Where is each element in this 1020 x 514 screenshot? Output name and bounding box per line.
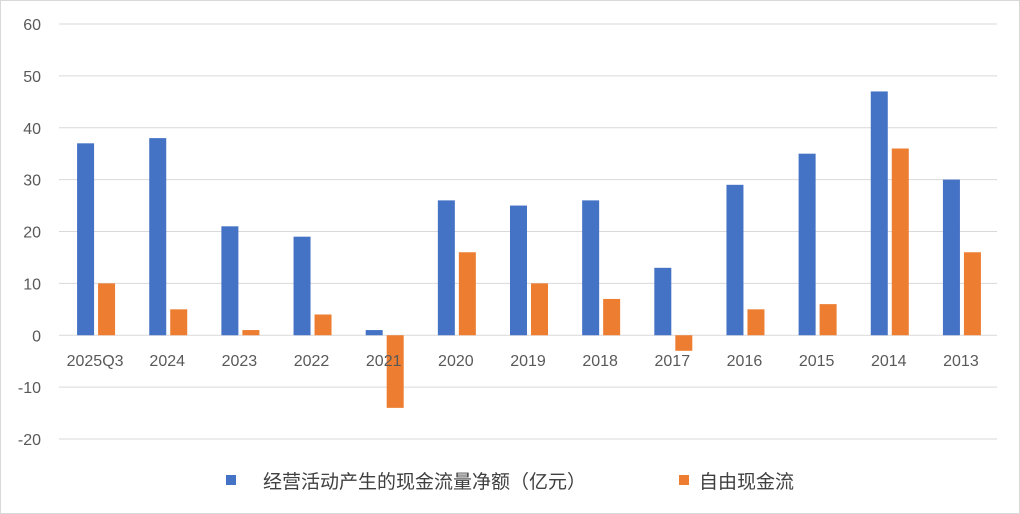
legend-label-operating-cash-flow: 经营活动产生的现金流量净额（亿元） (263, 471, 586, 493)
bar-free-cash-flow-2016 (747, 309, 765, 336)
y-tick-label: 30 (23, 173, 41, 190)
bar-operating-cash-flow-2025Q3 (77, 143, 95, 336)
x-tick-label: 2015 (799, 353, 835, 370)
x-tick-label: 2025Q3 (67, 353, 124, 370)
bar-operating-cash-flow-2015 (798, 153, 816, 336)
x-tick-label: 2016 (727, 353, 763, 370)
bar-free-cash-flow-2023 (242, 330, 260, 336)
x-tick-label: 2021 (366, 353, 402, 370)
x-tick-label: 2014 (871, 353, 907, 370)
bar-free-cash-flow-2019 (531, 283, 548, 336)
legend: 经营活动产生的现金流量净额（亿元） 自由现金流 (226, 471, 794, 493)
bar-operating-cash-flow-2020 (437, 200, 455, 336)
bar-free-cash-flow-2021 (386, 335, 404, 408)
x-tick-label: 2018 (582, 353, 618, 370)
y-axis-ticks: -20 -10 0 10 20 30 40 50 60 (18, 17, 41, 449)
y-tick-label: 40 (23, 121, 41, 138)
y-tick-label: 60 (23, 17, 41, 34)
bar-operating-cash-flow-2022 (293, 236, 311, 336)
x-axis-labels: 2025Q3 2024 2023 2022 2021 2020 2019 2018 2017 20… (67, 353, 979, 370)
bar-operating-cash-flow-2013 (942, 179, 960, 336)
bar-operating-cash-flow-2024 (149, 138, 167, 336)
bar-free-cash-flow-2025Q3 (98, 283, 116, 336)
bar-free-cash-flow-2018 (603, 298, 621, 336)
bar-operating-cash-flow-2017 (654, 267, 672, 336)
x-tick-label: 2017 (655, 353, 691, 370)
gridlines (59, 23, 997, 440)
bar-operating-cash-flow-2021 (365, 330, 383, 336)
bar-free-cash-flow-2017 (675, 335, 693, 351)
x-tick-label: 2024 (149, 353, 185, 370)
x-tick-label: 2013 (943, 353, 979, 370)
bar-free-cash-flow-2015 (819, 304, 837, 336)
legend-swatch-free-cash-flow (679, 475, 689, 485)
y-tick-label: 50 (23, 69, 41, 86)
y-tick-label: 10 (23, 276, 41, 293)
y-tick-label: -20 (18, 432, 41, 449)
bar-operating-cash-flow-2019 (510, 205, 527, 336)
x-tick-label: 2020 (438, 353, 474, 370)
bar-free-cash-flow-2022 (314, 314, 332, 336)
y-tick-label: 0 (32, 328, 41, 345)
legend-label-free-cash-flow: 自由现金流 (699, 471, 794, 493)
bar-free-cash-flow-2024 (170, 309, 188, 336)
y-tick-label: -10 (18, 380, 41, 397)
bars (77, 91, 981, 408)
y-tick-label: 20 (23, 225, 41, 242)
x-tick-label: 2019 (510, 353, 546, 370)
bar-operating-cash-flow-2018 (582, 200, 600, 336)
x-tick-label: 2022 (294, 353, 330, 370)
bar-operating-cash-flow-2023 (221, 226, 239, 336)
legend-swatch-operating-cash-flow (226, 475, 236, 485)
bar-free-cash-flow-2013 (963, 252, 981, 336)
bar-operating-cash-flow-2014 (870, 91, 888, 336)
bar-operating-cash-flow-2016 (726, 184, 744, 336)
x-tick-label: 2023 (222, 353, 258, 370)
bar-free-cash-flow-2014 (891, 148, 909, 336)
bar-free-cash-flow-2020 (458, 252, 476, 336)
